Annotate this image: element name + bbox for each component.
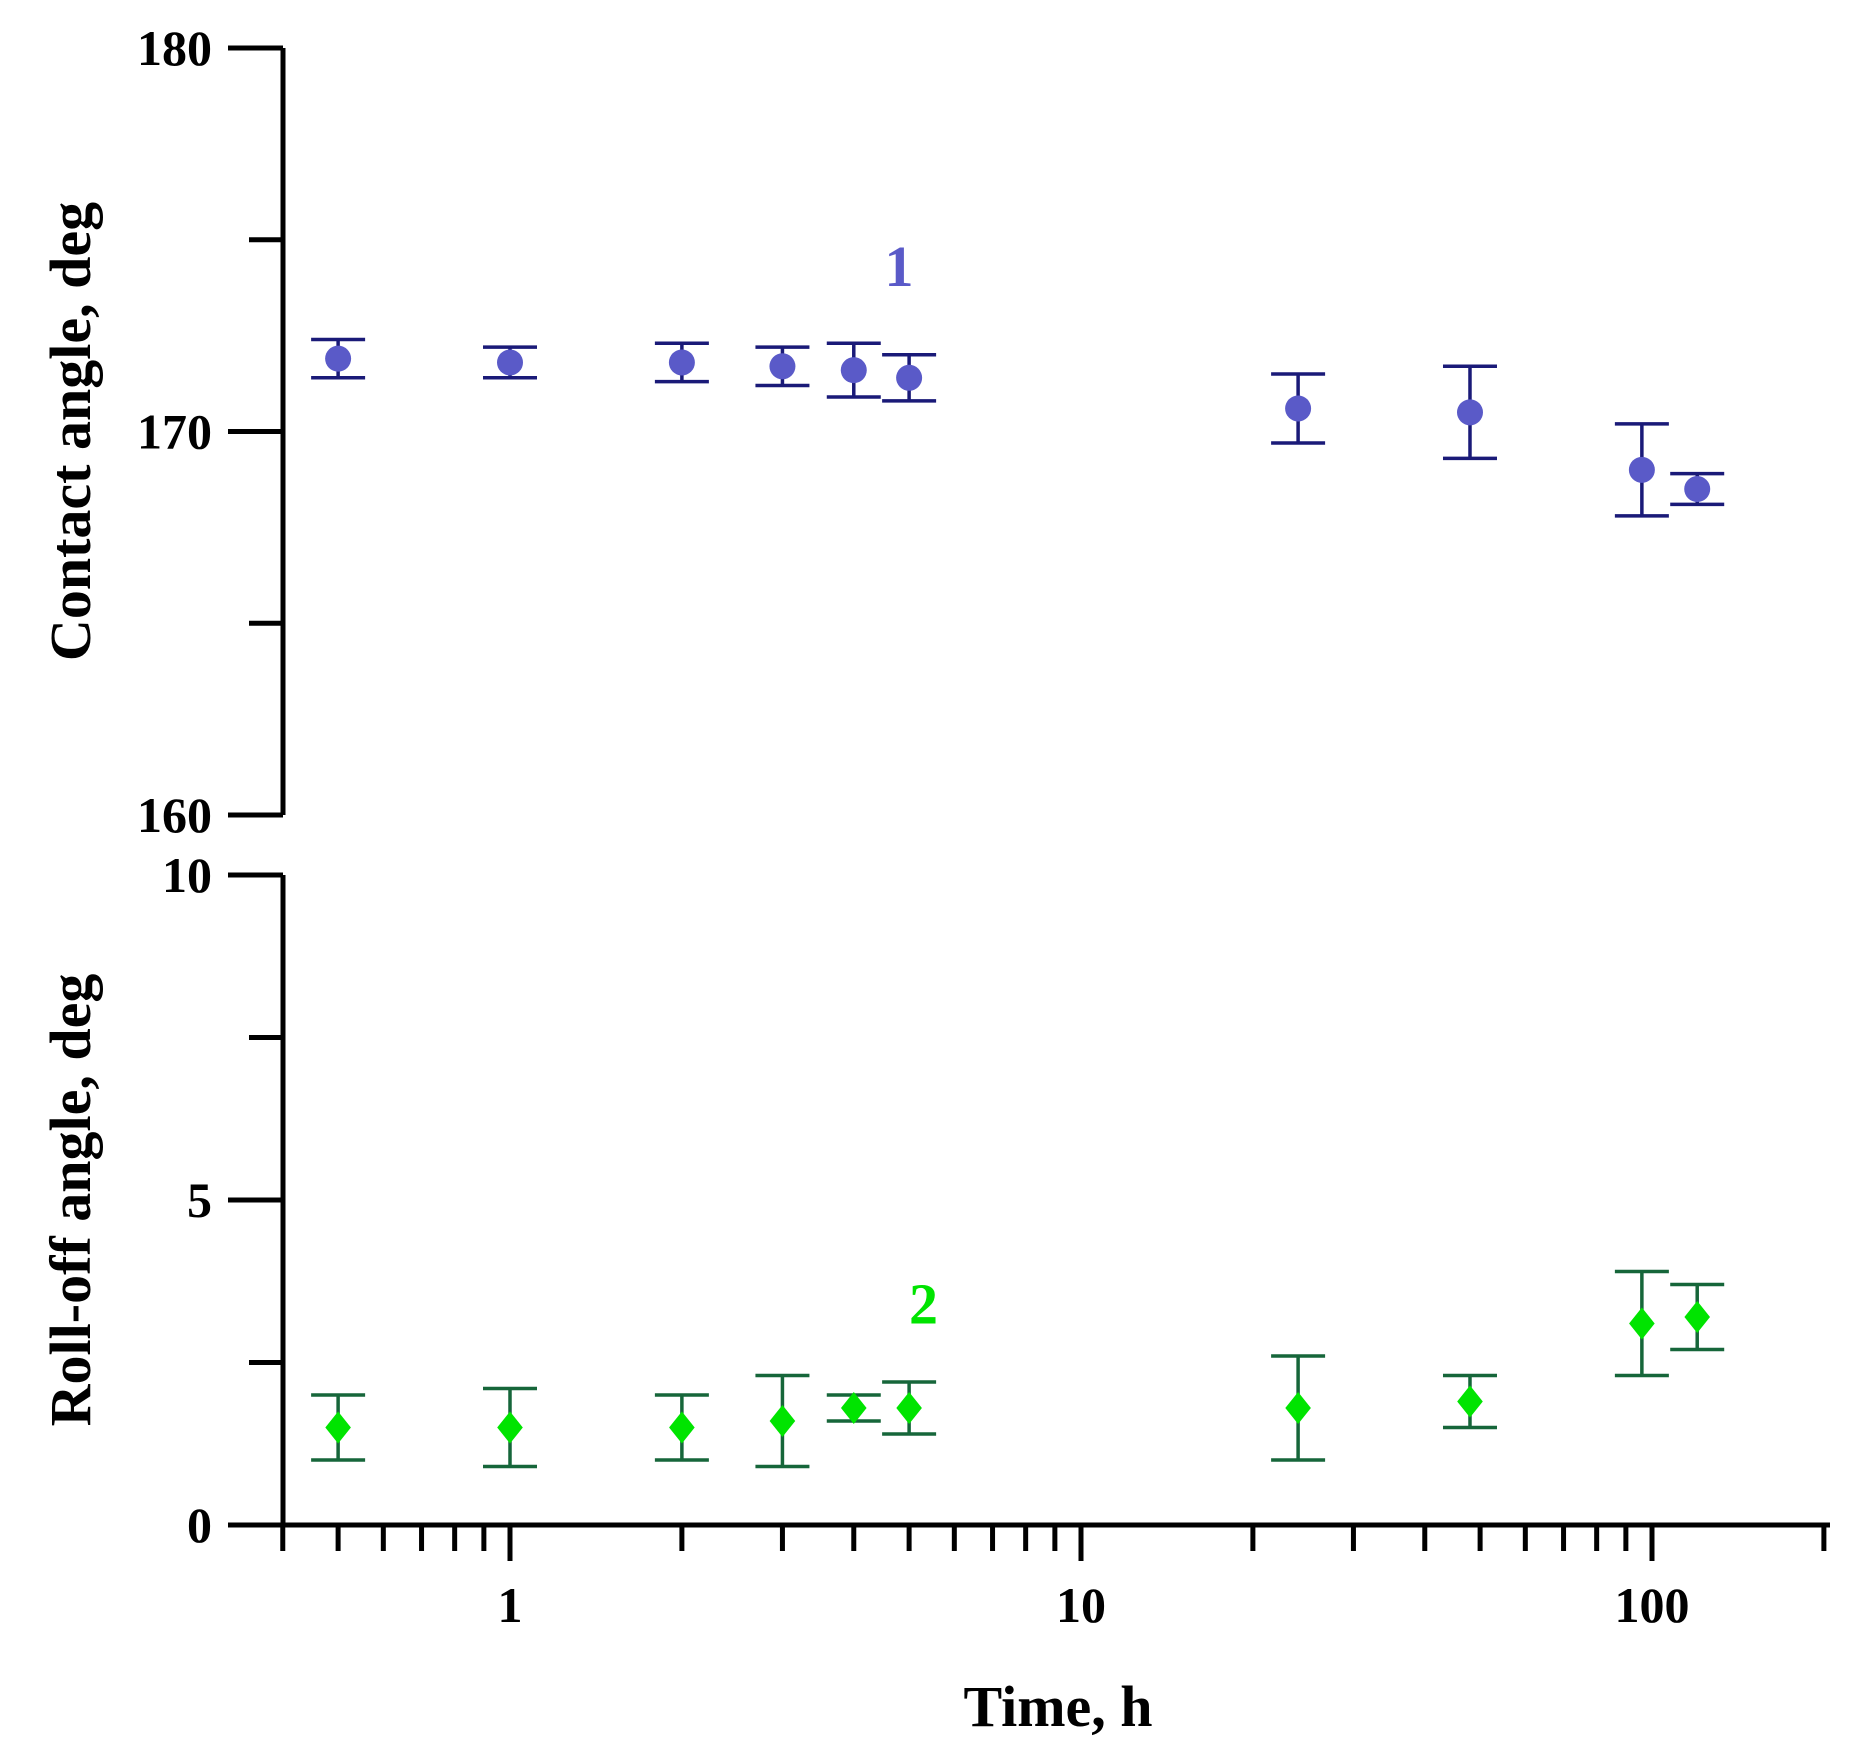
contact-y-tick-label: 160	[137, 787, 212, 843]
contact-data-point	[497, 349, 523, 376]
contact-data-point	[896, 364, 923, 391]
contact-data-point	[1456, 399, 1483, 426]
rolloff-y-tick-label: 5	[187, 1172, 212, 1228]
rolloff-data-point	[1285, 1392, 1311, 1424]
rolloff-data-point	[669, 1411, 695, 1444]
contact-series-label: 1	[884, 234, 913, 299]
rolloff-series-label: 2	[909, 1272, 938, 1337]
rolloff-data-point	[840, 1392, 867, 1424]
x-tick-label: 100	[1615, 1577, 1690, 1633]
rolloff-y-axis-title: Roll-off angle, deg	[38, 974, 103, 1427]
contact-y-tick-label: 180	[137, 20, 212, 76]
rolloff-data-point	[1457, 1385, 1483, 1418]
labels: 12	[884, 234, 938, 1337]
rolloff-data-point	[1684, 1301, 1711, 1333]
rolloff-data-point	[896, 1392, 922, 1424]
x-axis-title: Time, h	[963, 1674, 1152, 1739]
x-tick-label: 1	[498, 1577, 523, 1633]
contact-data-point	[769, 353, 796, 380]
rolloff-data-point	[769, 1405, 796, 1437]
rolloff-data-point	[1629, 1307, 1655, 1340]
rolloff-y-tick-label: 0	[187, 1497, 212, 1553]
rolloff-data-point	[325, 1411, 351, 1444]
contact-data-point	[1285, 395, 1312, 422]
contact-data-point	[668, 349, 695, 376]
markers	[325, 345, 1711, 1444]
x-tick-label: 10	[1056, 1577, 1106, 1633]
error-bars	[311, 337, 1725, 1469]
contact-data-point	[840, 357, 867, 384]
contact-data-point	[1628, 456, 1655, 483]
rolloff-data-point	[497, 1411, 523, 1444]
rolloff-y-tick-label: 10	[162, 847, 212, 903]
contact-y-tick-label: 170	[137, 404, 212, 460]
contact-data-point	[325, 345, 352, 372]
contact-y-axis-title: Contact angle, deg	[38, 202, 103, 661]
contact-data-point	[1684, 476, 1711, 503]
